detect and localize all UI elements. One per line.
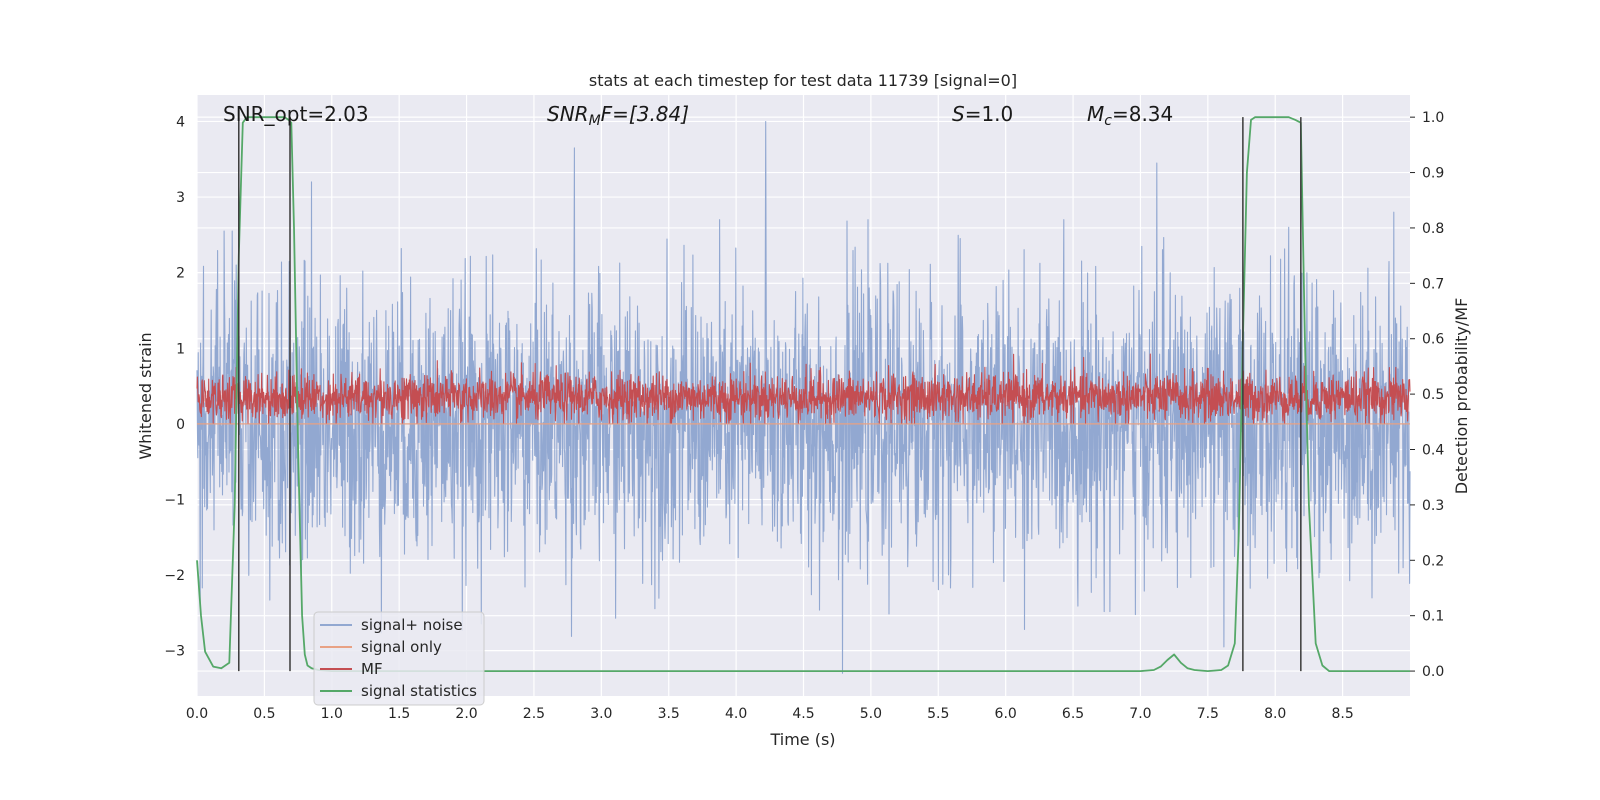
x-tick-label: 6.0 [995,706,1017,722]
legend-box [313,611,485,706]
y-tick-labels: 4 3 2 1 0 −1 −2 −3 [164,114,185,659]
mc-symbol: M [1087,102,1104,126]
x-tick-label: 7.5 [1197,706,1219,722]
y2-tick-label: 0.0 [1422,664,1444,680]
legend: signal+ noise signal only MF signal stat… [313,611,485,706]
snr-mf-main: SNR [547,102,589,126]
y2-tick-label: 0.2 [1422,553,1444,569]
legend-label-signal-noise: signal+ noise [361,616,463,634]
y-tick-label: −1 [164,492,185,508]
legend-label-signal-only: signal only [361,638,442,656]
y2-axis-label: Detection probability/MF [1452,298,1471,495]
legend-label-signal-statistics: signal statistics [361,682,477,700]
y-tick-label: 2 [176,266,185,282]
y-tick-label: −2 [164,568,185,584]
x-tick-label: 5.0 [860,706,882,722]
legend-label-mf: MF [361,660,383,678]
y-tick-label: −3 [164,644,185,660]
x-tick-label: 7.0 [1129,706,1151,722]
y2-tick-label: 0.3 [1422,498,1444,514]
x-tick-labels: 0.0 0.5 1.0 1.5 2.0 2.5 3.0 3.5 4.0 4.5 5.0 5.5 6.0 6… [186,706,1354,722]
y2-tick-labels: 1.0 0.9 0.8 0.7 0.6 0.5 0.4 0.3 0.2 0.1 0.0 [1410,110,1444,680]
x-tick-label: 1.5 [388,706,410,722]
x-axis-label: Time (s) [769,730,835,749]
x-tick-label: 5.5 [927,706,949,722]
x-tick-label: 1.0 [321,706,343,722]
y2-tick-label: 0.7 [1422,276,1444,292]
annotation-snr-mf: SNRMF=[3.84] [547,102,689,129]
x-tick-label: 3.5 [658,706,680,722]
annotation-s: S=1.0 [952,102,1013,126]
s-symbol: S [952,102,965,126]
y2-tick-label: 0.5 [1422,387,1444,403]
annotation-mc: Mc=8.34 [1087,102,1173,129]
snr-mf-rest: F=[3.84] [601,102,689,126]
y2-tick-label: 0.9 [1422,166,1444,182]
mc-value: =8.34 [1112,102,1173,126]
y-tick-label: 4 [176,114,185,130]
y2-tick-label: 0.4 [1422,443,1444,459]
y2-tick-label: 0.8 [1422,221,1444,237]
x-tick-label: 4.5 [792,706,814,722]
x-tick-label: 6.5 [1062,706,1084,722]
y-tick-label: 0 [176,417,185,433]
marker-lines [238,117,1302,672]
y2-tick-label: 0.6 [1422,332,1444,348]
x-tick-label: 0.5 [253,706,275,722]
x-tick-label: 3.0 [590,706,612,722]
chart-title: stats at each timestep for test data 117… [589,71,1017,90]
x-tick-label: 0.0 [186,706,208,722]
annotation-snr-opt: SNR_opt=2.03 [223,102,369,126]
series-layer [196,116,1411,674]
x-tick-label: 2.0 [455,706,477,722]
y-tick-label: 1 [176,341,185,357]
y-tick-label: 3 [176,190,185,206]
series-mf [196,353,1411,424]
y2-tick-label: 1.0 [1422,110,1444,126]
snr-mf-sub: M [589,113,601,129]
x-tick-label: 8.0 [1264,706,1286,722]
mc-sub: c [1104,113,1112,129]
series-signal-statistics [196,116,1410,672]
x-tick-label: 4.0 [725,706,747,722]
y-axis-label: Whitened strain [136,332,155,459]
x-tick-label: 8.5 [1331,706,1353,722]
y2-tick-label: 0.1 [1422,609,1444,625]
x-tick-label: 2.5 [523,706,545,722]
s-value: =1.0 [965,102,1014,126]
